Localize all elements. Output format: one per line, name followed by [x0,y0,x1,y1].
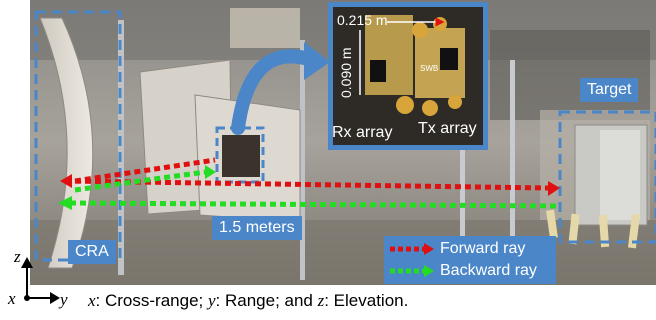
wall-poster [230,8,300,48]
backward-ray-diag [74,169,206,193]
y-axis-label: y [60,290,68,309]
y-axis-arrowhead [50,292,60,304]
forward-ray-diag [74,157,216,184]
x-axis-dot [24,295,30,301]
target-region-outline [558,110,656,244]
backward-ray-main [69,200,561,209]
tx-array-label: Tx array [418,120,477,137]
frame-post [300,40,305,280]
target-label: Target [580,78,639,102]
rx-array-label: Rx array [332,124,393,141]
dim-label-horizontal: 0.215 m [337,12,388,28]
z-axis-label: z [14,247,21,266]
antenna-board [222,135,260,177]
legend-backward-label: Backward ray [440,262,537,279]
caption-y-var: y [207,291,216,310]
cra-reflector [39,17,94,269]
zoom-arrow-head [304,42,330,80]
caption-x-var: x [88,291,96,310]
caption-x-text: : Cross-range; [95,291,208,310]
forward-ray-tail-arrowhead [60,174,72,188]
legend-forward-label: Forward ray [440,240,526,257]
frame-post [510,60,515,280]
dim-label-vertical: 0.090 m [338,47,354,98]
caption-z-text: : Elevation. [324,291,409,310]
figure-caption: x: Cross-range; y: Range; and z: Elevati… [88,291,408,311]
x-axis-label: x [8,289,16,308]
forward-ray-arrowhead [548,181,560,196]
target-face [600,130,640,220]
cra-label: CRA [68,240,116,264]
range-label: 1.5 meters [212,216,302,240]
frame-post [460,60,465,280]
caption-z-var: z [317,291,325,310]
backward-ray-arrowhead [58,196,72,210]
zoom-arrow [231,49,319,135]
z-axis-arrowhead [21,257,33,268]
frame-post [118,20,124,275]
chip-label: SWB [420,64,439,73]
caption-y-text: : Range; and [215,291,318,310]
legend-box [384,236,556,284]
